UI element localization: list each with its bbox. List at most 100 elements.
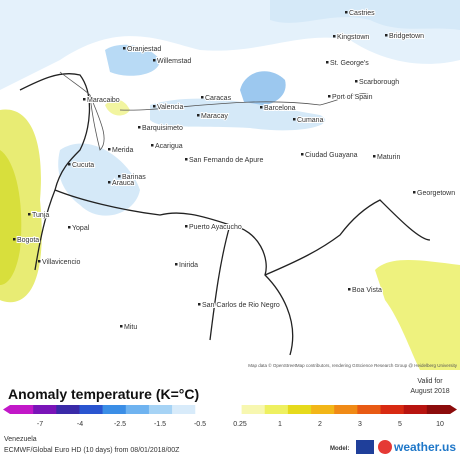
- city-label: Willemstad: [157, 58, 191, 65]
- color-step: [102, 405, 127, 414]
- legend-tick-label: 1: [278, 421, 282, 428]
- city-marker: [328, 95, 331, 98]
- legend-tick-label: -1.5: [154, 421, 166, 428]
- city-label: Barquisimeto: [142, 125, 183, 132]
- city-label: Barinas: [122, 174, 146, 181]
- city-label: Mitu: [124, 324, 137, 331]
- city-label: Maracaibo: [87, 97, 120, 104]
- city-label: Barcelona: [264, 105, 296, 112]
- coastline: [119, 93, 371, 111]
- valid-period: August 2018: [410, 388, 449, 395]
- city-label: Puerto Ayacucho: [189, 224, 242, 231]
- city-label: Ciudad Guayana: [305, 152, 358, 159]
- city-label: Valencia: [157, 104, 183, 111]
- sea-anomaly: [0, 0, 460, 90]
- color-step: [357, 405, 381, 414]
- city-marker: [385, 34, 388, 37]
- cold-anomaly: [105, 44, 160, 76]
- color-step: [264, 405, 289, 414]
- city-marker: [153, 59, 156, 62]
- city-marker: [326, 61, 329, 64]
- legend-tick-label: 5: [398, 421, 402, 428]
- city-marker: [83, 98, 86, 101]
- color-bar-cap: [3, 405, 10, 414]
- region-name: Venezuela: [4, 436, 37, 443]
- legend-title: Anomaly temperature (K=°C): [8, 386, 199, 402]
- color-bar-cap: [450, 405, 457, 414]
- city-label: Maturin: [377, 154, 400, 161]
- city-label: Villavicencio: [42, 259, 80, 266]
- city-marker: [293, 118, 296, 121]
- legend-tick-label: -4: [77, 421, 83, 428]
- color-step: [195, 405, 219, 414]
- city-marker: [68, 226, 71, 229]
- color-step: [380, 405, 404, 414]
- cold-anomaly: [240, 71, 286, 107]
- color-step: [33, 405, 57, 414]
- color-step: [172, 405, 196, 414]
- city-label: Merida: [112, 147, 134, 154]
- city-label: Bridgetown: [389, 33, 424, 40]
- city-marker: [138, 126, 141, 129]
- city-marker: [201, 96, 204, 99]
- city-label: Bogota: [17, 237, 39, 244]
- city-marker: [333, 35, 336, 38]
- city-marker: [120, 325, 123, 328]
- city-labels: Castries Kingstown Bridgetown St. George's S…: [13, 9, 456, 332]
- attribution: Map data © OpenStreetMap contributors, r…: [248, 362, 457, 368]
- legend-tick-label: 0.25: [233, 421, 247, 428]
- city-marker: [175, 263, 178, 266]
- city-label: Kingstown: [337, 34, 369, 41]
- city-marker: [28, 213, 31, 216]
- city-label: Tunja: [32, 212, 49, 219]
- valid-label: Valid for: [417, 378, 443, 385]
- city-marker: [185, 225, 188, 228]
- city-label: Castries: [349, 10, 375, 17]
- brand-logo: [378, 440, 392, 454]
- color-step: [403, 405, 428, 414]
- color-step: [218, 405, 242, 414]
- warm-anomaly: [105, 99, 130, 116]
- city-marker: [153, 105, 156, 108]
- color-step: [125, 405, 150, 414]
- city-label: Acarigua: [155, 143, 183, 150]
- city-label: Boa Vista: [352, 287, 382, 294]
- color-step: [148, 405, 173, 414]
- city-marker: [38, 260, 41, 263]
- city-marker: [197, 114, 200, 117]
- warm-anomaly: [0, 150, 22, 285]
- city-marker: [151, 144, 154, 147]
- city-marker: [413, 191, 416, 194]
- city-label: Inirida: [179, 262, 198, 269]
- legend-tick-label: 2: [318, 421, 322, 428]
- model-logo: [356, 440, 374, 454]
- legend-tick-label: -2.5: [114, 421, 126, 428]
- color-step: [334, 405, 358, 414]
- city-marker: [118, 175, 121, 178]
- city-label: Yopal: [72, 225, 90, 232]
- model-run: ECMWF/Global Euro HD (10 days) from 08/0…: [4, 447, 180, 454]
- city-label: Scarborough: [359, 79, 399, 86]
- cold-anomaly: [150, 98, 326, 131]
- city-marker: [373, 155, 376, 158]
- color-step: [79, 405, 103, 414]
- city-label: Caracas: [205, 95, 232, 102]
- sea-anomaly: [270, 0, 460, 30]
- city-marker: [355, 80, 358, 83]
- city-marker: [301, 153, 304, 156]
- color-bar: -7 -4 -2.5 -1.5 -0.5 0.25 1 2 3 5 10: [3, 405, 457, 428]
- color-step: [56, 405, 80, 414]
- city-label: St. George's: [330, 60, 369, 67]
- city-marker: [13, 238, 16, 241]
- city-label: San Carlos de Rio Negro: [202, 302, 280, 309]
- city-marker: [68, 163, 71, 166]
- color-step: [10, 405, 34, 414]
- legend-tick-label: 3: [358, 421, 362, 428]
- brand-name: weather.us: [393, 440, 456, 454]
- city-marker: [348, 288, 351, 291]
- color-step: [311, 405, 335, 414]
- coastline: [59, 71, 105, 151]
- model-label: Model:: [330, 446, 349, 452]
- color-step: [426, 405, 451, 414]
